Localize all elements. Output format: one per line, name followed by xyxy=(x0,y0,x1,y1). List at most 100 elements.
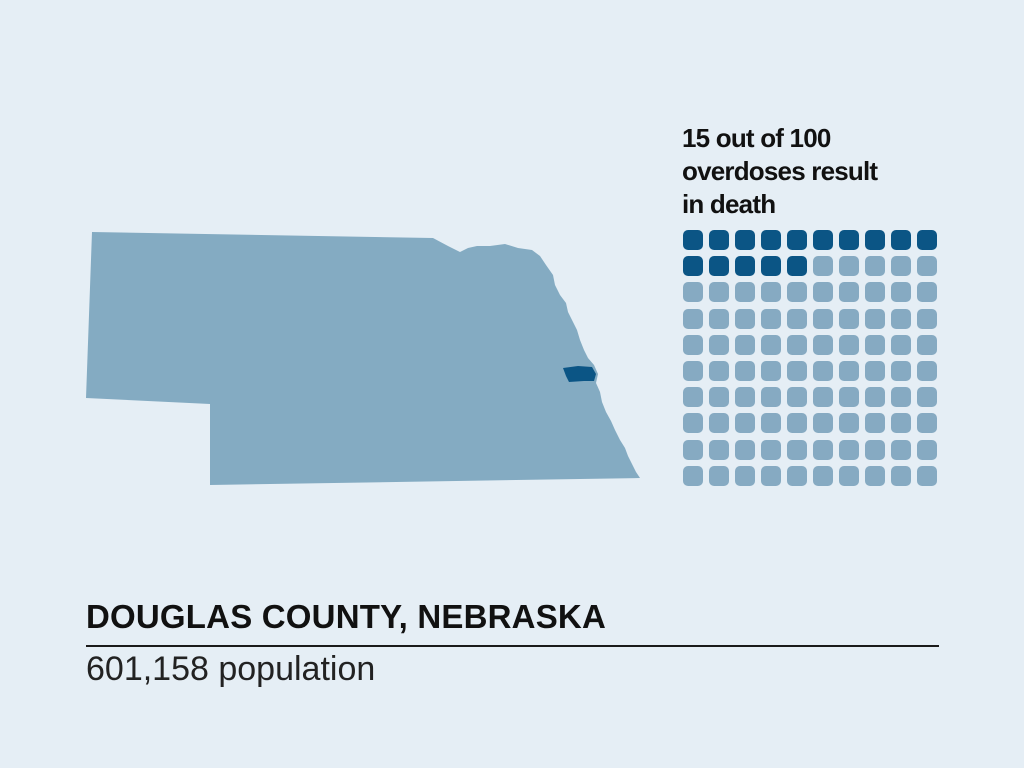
waffle-cell-survival xyxy=(709,360,729,381)
waffle-cell-survival xyxy=(787,334,807,355)
waffle-cell-survival xyxy=(917,465,937,486)
waffle-cell-survival xyxy=(761,387,781,408)
population-label: 601,158 population xyxy=(86,650,376,688)
waffle-cell-survival xyxy=(787,308,807,329)
waffle-cell-survival xyxy=(683,439,703,460)
waffle-cell-survival xyxy=(735,334,755,355)
waffle-cell-survival xyxy=(787,387,807,408)
waffle-cell-survival xyxy=(709,465,729,486)
waffle-cell-death xyxy=(683,230,703,250)
waffle-cell-survival xyxy=(865,360,885,381)
waffle-cell-survival xyxy=(709,282,729,303)
waffle-cell-survival xyxy=(787,413,807,434)
divider xyxy=(86,645,939,647)
waffle-cell-survival xyxy=(839,439,859,460)
waffle-cell-survival xyxy=(813,282,833,303)
waffle-cell-survival xyxy=(709,308,729,329)
waffle-cell-survival xyxy=(865,256,885,277)
waffle-cell-death xyxy=(891,230,911,250)
waffle-cell-death xyxy=(787,256,807,277)
waffle-cell-survival xyxy=(839,387,859,408)
waffle-cell-survival xyxy=(891,465,911,486)
waffle-cell-survival xyxy=(761,439,781,460)
waffle-cell-survival xyxy=(787,282,807,303)
waffle-cell-survival xyxy=(761,360,781,381)
douglas-county-highlight xyxy=(563,366,596,382)
waffle-cell-death xyxy=(709,256,729,277)
waffle-title-line-3: in death xyxy=(682,189,776,219)
nebraska-state-shape xyxy=(86,232,640,485)
waffle-cell-survival xyxy=(917,360,937,381)
waffle-cell-survival xyxy=(839,465,859,486)
waffle-grid xyxy=(683,230,939,486)
waffle-cell-survival xyxy=(735,413,755,434)
waffle-cell-survival xyxy=(683,282,703,303)
waffle-cell-survival xyxy=(735,360,755,381)
waffle-cell-survival xyxy=(839,256,859,277)
waffle-cell-survival xyxy=(865,334,885,355)
waffle-cell-survival xyxy=(709,439,729,460)
waffle-cell-survival xyxy=(813,334,833,355)
waffle-title-line-1: 15 out of 100 xyxy=(682,123,831,153)
waffle-cell-survival xyxy=(891,413,911,434)
waffle-cell-death xyxy=(761,256,781,277)
waffle-cell-survival xyxy=(891,282,911,303)
waffle-cell-survival xyxy=(683,465,703,486)
waffle-cell-survival xyxy=(891,308,911,329)
waffle-cell-survival xyxy=(735,387,755,408)
waffle-cell-survival xyxy=(813,308,833,329)
waffle-cell-survival xyxy=(683,387,703,408)
waffle-cell-survival xyxy=(865,465,885,486)
waffle-cell-survival xyxy=(865,387,885,408)
waffle-cell-survival xyxy=(709,413,729,434)
waffle-cell-survival xyxy=(735,465,755,486)
waffle-title: 15 out of 100 overdoses result in death xyxy=(682,122,982,221)
waffle-cell-survival xyxy=(891,360,911,381)
waffle-cell-survival xyxy=(839,413,859,434)
waffle-cell-survival xyxy=(761,413,781,434)
waffle-cell-survival xyxy=(891,439,911,460)
waffle-cell-survival xyxy=(839,360,859,381)
waffle-cell-survival xyxy=(891,334,911,355)
waffle-cell-death xyxy=(839,230,859,250)
waffle-cell-survival xyxy=(813,465,833,486)
waffle-cell-survival xyxy=(839,308,859,329)
waffle-cell-survival xyxy=(735,439,755,460)
waffle-cell-death xyxy=(735,256,755,277)
waffle-cell-death xyxy=(787,230,807,250)
waffle-cell-survival xyxy=(917,413,937,434)
waffle-cell-survival xyxy=(917,308,937,329)
waffle-cell-survival xyxy=(787,465,807,486)
waffle-cell-death xyxy=(761,230,781,250)
waffle-cell-survival xyxy=(917,256,937,277)
waffle-cell-death xyxy=(865,230,885,250)
waffle-cell-survival xyxy=(683,360,703,381)
waffle-cell-survival xyxy=(761,465,781,486)
waffle-cell-survival xyxy=(761,282,781,303)
waffle-cell-survival xyxy=(683,308,703,329)
waffle-cell-survival xyxy=(813,387,833,408)
waffle-cell-death xyxy=(735,230,755,250)
waffle-cell-survival xyxy=(813,256,833,277)
county-name: DOUGLAS COUNTY, NEBRASKA xyxy=(86,598,606,635)
waffle-cell-death xyxy=(683,256,703,277)
waffle-cell-survival xyxy=(735,308,755,329)
waffle-cell-survival xyxy=(761,334,781,355)
waffle-cell-survival xyxy=(865,308,885,329)
waffle-cell-survival xyxy=(917,334,937,355)
waffle-cell-survival xyxy=(891,256,911,277)
waffle-cell-survival xyxy=(709,387,729,408)
waffle-cell-survival xyxy=(787,439,807,460)
waffle-cell-survival xyxy=(683,334,703,355)
waffle-cell-survival xyxy=(865,413,885,434)
waffle-cell-survival xyxy=(839,334,859,355)
waffle-title-line-2: overdoses result xyxy=(682,156,878,186)
waffle-cell-survival xyxy=(917,387,937,408)
waffle-cell-survival xyxy=(735,282,755,303)
waffle-cell-death xyxy=(813,230,833,250)
waffle-cell-survival xyxy=(917,439,937,460)
waffle-cell-survival xyxy=(865,439,885,460)
waffle-cell-survival xyxy=(761,308,781,329)
waffle-cell-survival xyxy=(709,334,729,355)
